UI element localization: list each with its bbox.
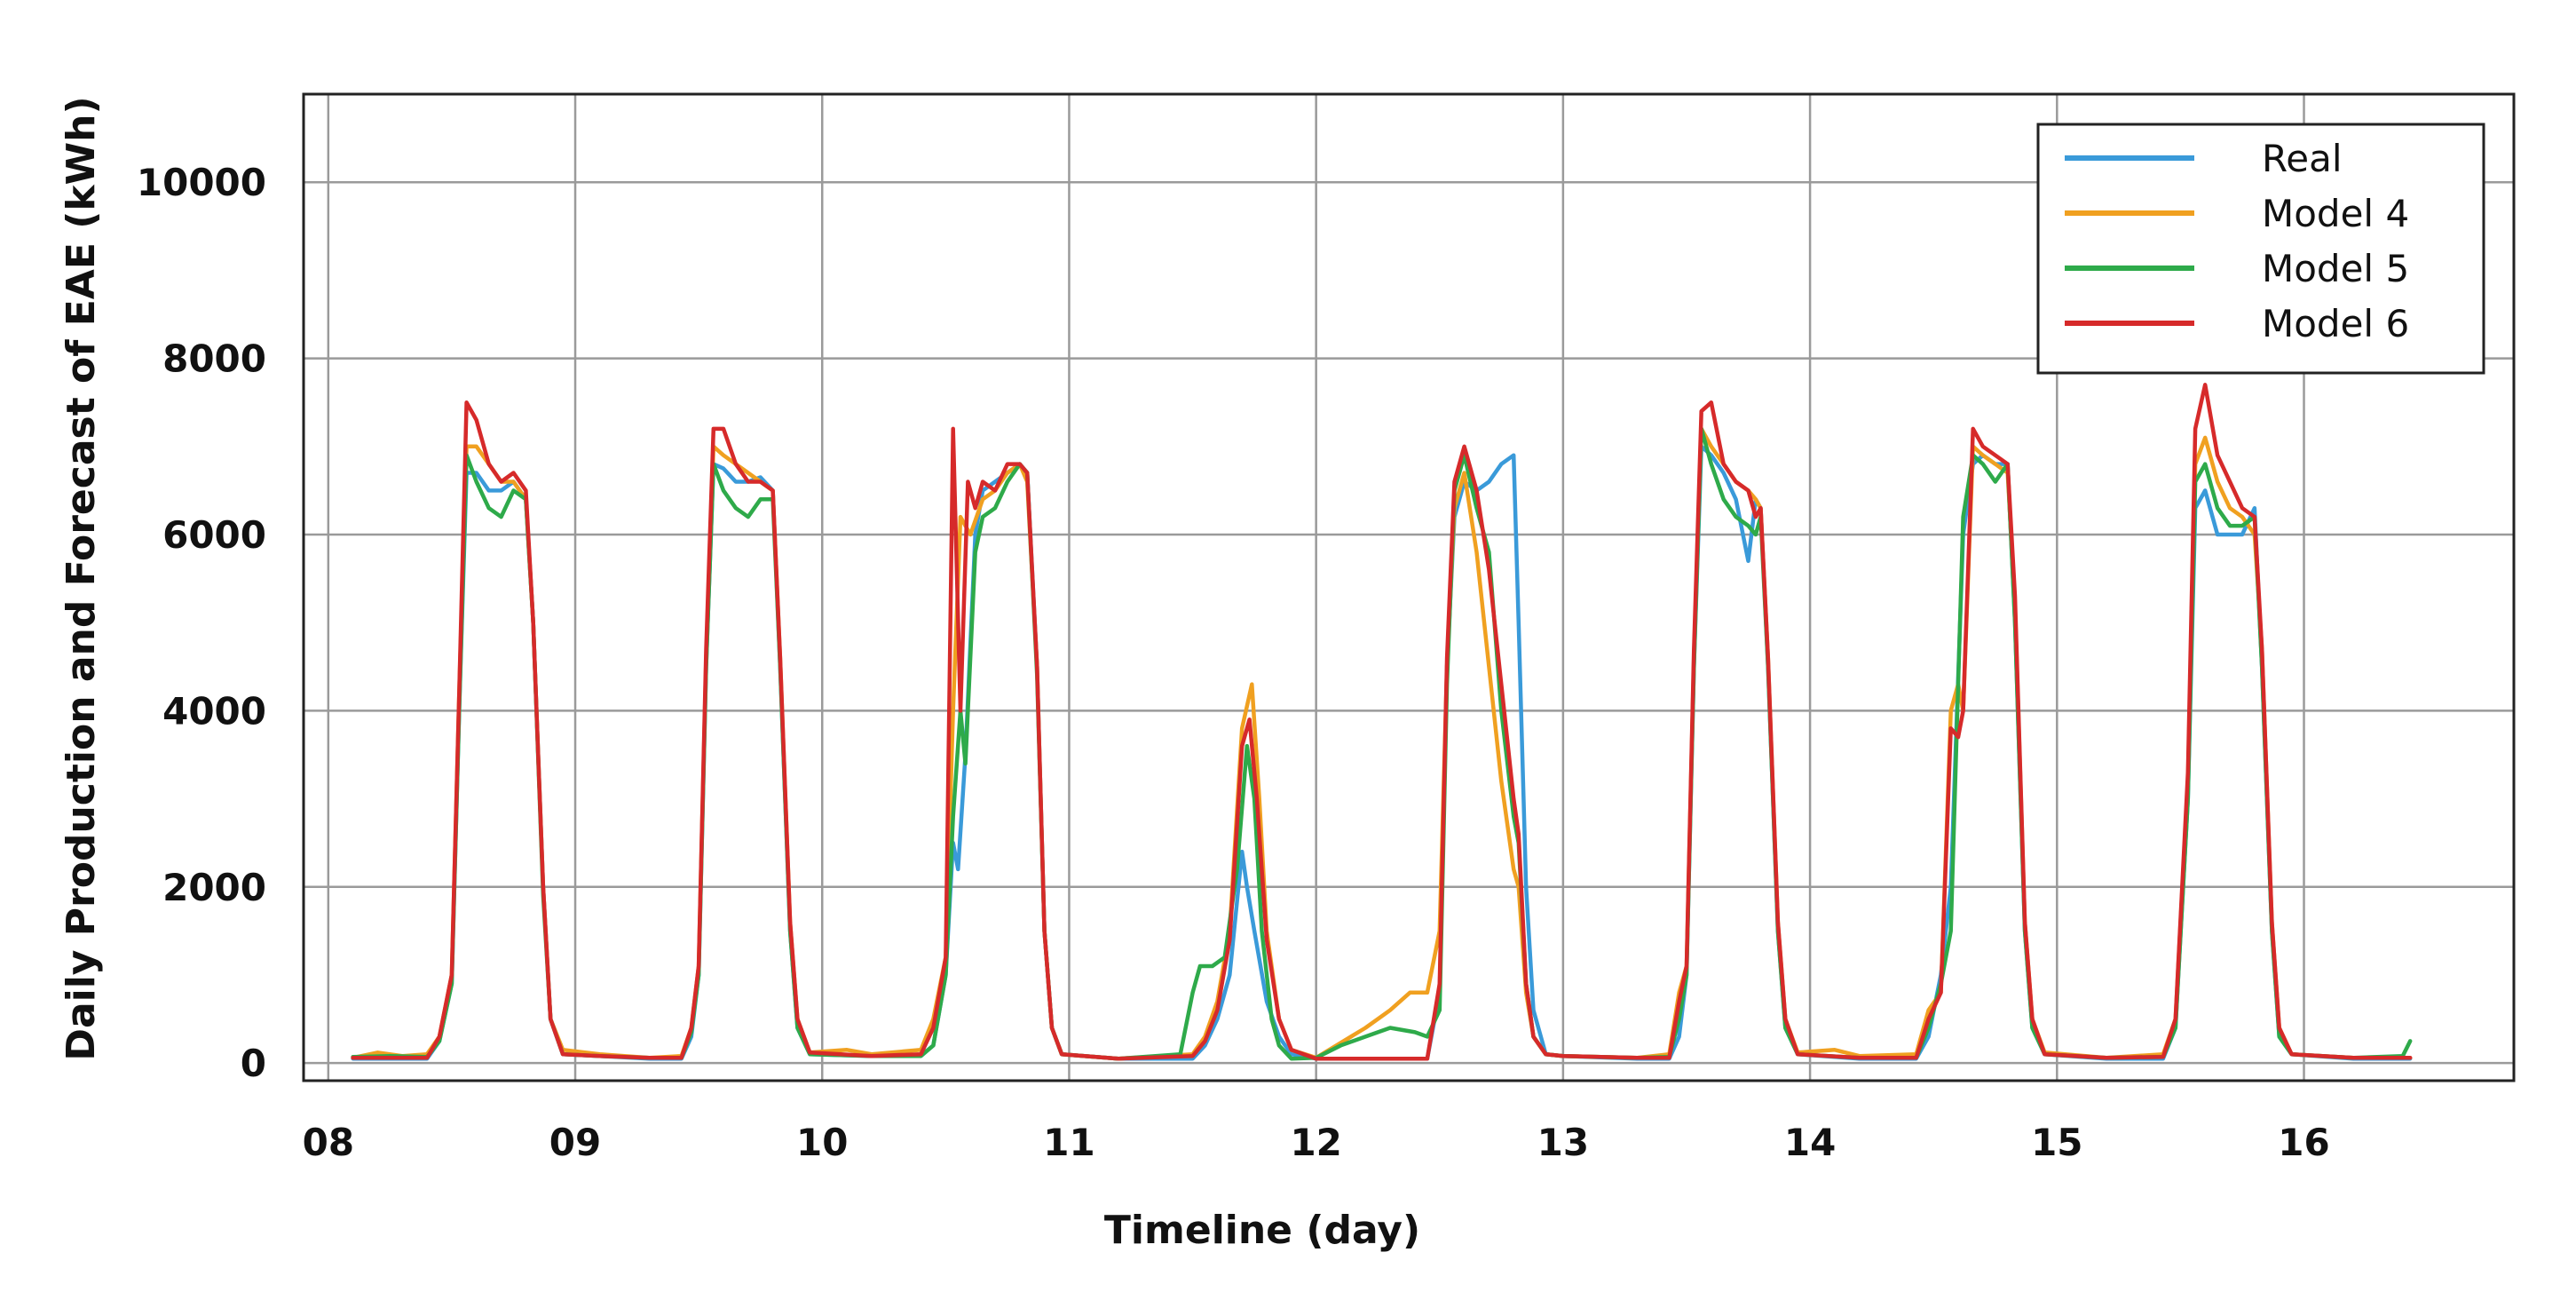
y-tick-label: 2000 <box>162 866 266 909</box>
y-tick-label: 6000 <box>162 513 266 557</box>
x-tick-label: 14 <box>1784 1121 1836 1164</box>
x-axis-label: Timeline (day) <box>1104 1208 1420 1253</box>
series-line-model-5 <box>351 426 2413 1061</box>
x-tick-label: 08 <box>303 1121 354 1164</box>
x-tick-label: 15 <box>2031 1121 2082 1164</box>
plot-frame <box>302 92 2516 1082</box>
x-tick-label: 09 <box>549 1121 601 1164</box>
y-tick-label: 4000 <box>162 689 266 733</box>
series-line-model-6 <box>351 383 2413 1061</box>
x-tick-label: 10 <box>796 1121 848 1164</box>
y-tick-label: 0 <box>241 1042 266 1085</box>
y-tick-labels: 0 2000 4000 6000 8000 10000 <box>137 161 266 1085</box>
series-lines <box>351 383 2413 1061</box>
y-tick-label: 10000 <box>137 161 266 204</box>
x-tick-label: 12 <box>1290 1121 1341 1164</box>
legend-label-model-6: Model 6 <box>2262 302 2409 345</box>
series-line-real <box>351 444 2413 1061</box>
x-tick-label: 13 <box>1537 1121 1589 1164</box>
legend-items: Real Model 4 Model 5 Model 6 <box>2065 137 2409 345</box>
legend-label-model-4: Model 4 <box>2262 192 2409 235</box>
y-axis-label: Daily Production and Forecast of EAE (kW… <box>59 96 104 1060</box>
series-line-model-4 <box>351 426 2413 1061</box>
legend-label-model-5: Model 5 <box>2262 247 2409 290</box>
x-tick-label: 16 <box>2278 1121 2329 1164</box>
legend: Real Model 4 Model 5 Model 6 <box>2036 123 2485 375</box>
x-tick-labels: 08 09 10 11 12 13 14 15 16 <box>303 1121 2330 1164</box>
legend-box <box>2036 123 2485 375</box>
y-tick-label: 8000 <box>162 337 266 381</box>
legend-label-real: Real <box>2262 137 2343 180</box>
x-tick-label: 11 <box>1043 1121 1094 1164</box>
